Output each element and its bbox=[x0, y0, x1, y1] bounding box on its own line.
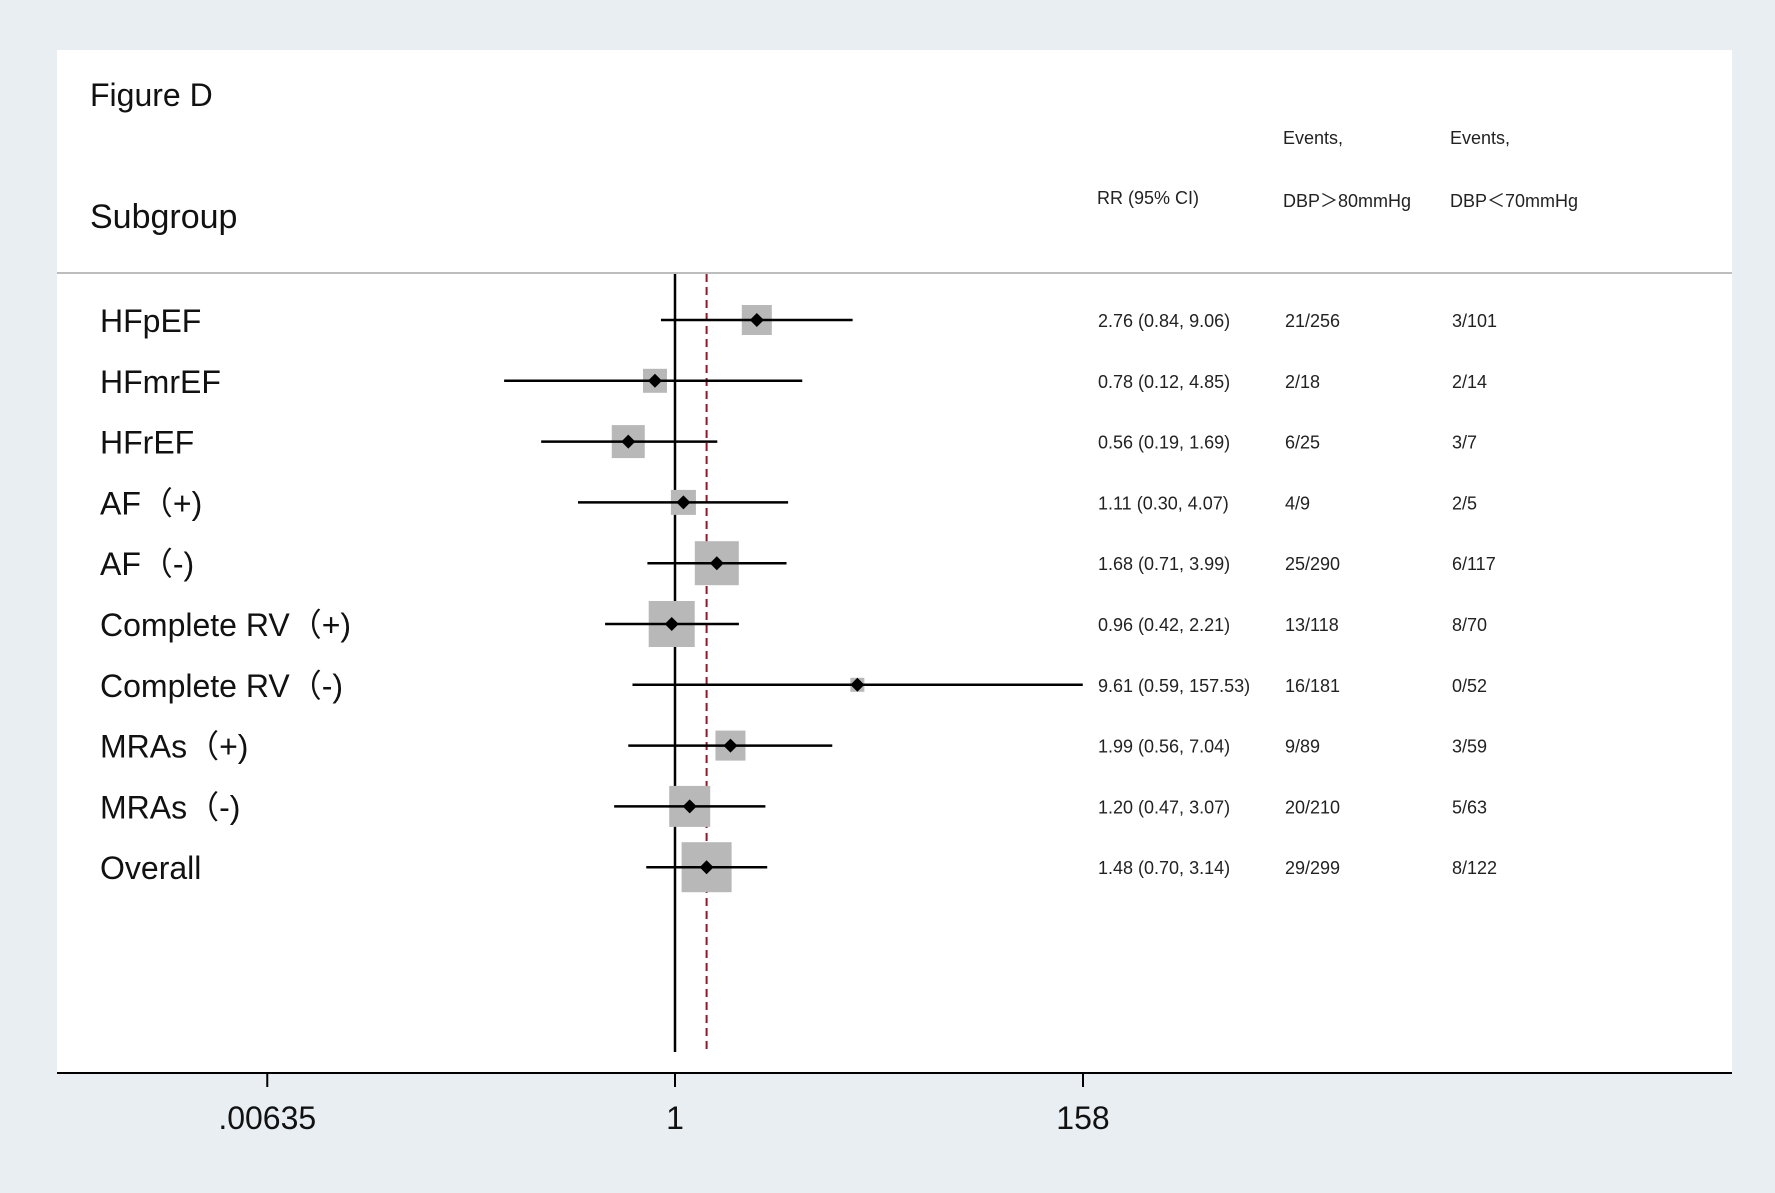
events-low-text: 2/5 bbox=[1452, 493, 1477, 513]
events-high-text: 29/299 bbox=[1285, 858, 1340, 878]
events-low-text: 5/63 bbox=[1452, 797, 1487, 817]
forest-row: MRAs（-) 1.20 (0.47, 3.07) 20/210 5/63 bbox=[100, 785, 1487, 827]
row-label: HFrEF bbox=[100, 425, 194, 461]
events-low-text: 2/14 bbox=[1452, 372, 1487, 392]
rr-ci-text: 1.48 (0.70, 3.14) bbox=[1098, 858, 1230, 878]
rr-ci-text: 0.56 (0.19, 1.69) bbox=[1098, 433, 1230, 453]
events-high-header-line2: DBP＞80mmHg bbox=[1283, 191, 1411, 211]
events-low-text: 6/117 bbox=[1452, 554, 1496, 574]
point-estimate-marker bbox=[664, 617, 679, 631]
rr-ci-text: 2.76 (0.84, 9.06) bbox=[1098, 311, 1230, 331]
row-label: MRAs（-) bbox=[100, 789, 240, 825]
events-low-text: 8/122 bbox=[1452, 858, 1497, 878]
row-label: MRAs（+) bbox=[100, 729, 248, 765]
events-low-text: 3/7 bbox=[1452, 433, 1477, 453]
events-high-text: 4/9 bbox=[1285, 493, 1310, 513]
events-high-text: 13/118 bbox=[1285, 615, 1339, 635]
events-high-text: 21/256 bbox=[1285, 311, 1340, 331]
rr-header: RR (95% CI) bbox=[1097, 188, 1199, 208]
forest-row: HFmrEF 0.78 (0.12, 4.85) 2/18 2/14 bbox=[100, 364, 1487, 400]
row-label: HFmrEF bbox=[100, 364, 221, 400]
events-high-text: 20/210 bbox=[1285, 797, 1340, 817]
x-tick-label: .00635 bbox=[218, 1100, 316, 1136]
point-estimate-marker bbox=[699, 860, 714, 875]
forest-row: HFrEF 0.56 (0.19, 1.69) 6/25 3/7 bbox=[100, 425, 1477, 461]
events-high-text: 2/18 bbox=[1285, 372, 1320, 392]
events-low-text: 0/52 bbox=[1452, 676, 1487, 696]
forest-row: MRAs（+) 1.99 (0.56, 7.04) 9/89 3/59 bbox=[100, 729, 1487, 765]
events-high-text: 6/25 bbox=[1285, 433, 1320, 453]
forest-rows: HFpEF 2.76 (0.84, 9.06) 21/256 3/101 HFmrEF 0… bbox=[100, 303, 1497, 893]
row-label: AF（-) bbox=[100, 546, 194, 582]
plot-panel bbox=[57, 50, 1732, 1074]
point-estimate-marker bbox=[723, 738, 738, 753]
forest-row: AF（-) 1.68 (0.71, 3.99) 25/290 6/117 bbox=[100, 541, 1496, 586]
rr-ci-text: 1.99 (0.56, 7.04) bbox=[1098, 737, 1230, 757]
forest-row: Complete RV（+) 0.96 (0.42, 2.21) 13/118 8/7… bbox=[100, 601, 1487, 647]
x-tick-label: 1 bbox=[666, 1100, 684, 1136]
events-low-text: 3/59 bbox=[1452, 737, 1487, 757]
rr-ci-text: 1.68 (0.71, 3.99) bbox=[1098, 554, 1230, 574]
x-axis-ticks: .00635 1 158 bbox=[218, 1073, 1110, 1136]
x-tick-label: 158 bbox=[1056, 1100, 1109, 1136]
events-low-text: 8/70 bbox=[1452, 615, 1487, 635]
row-label: HFpEF bbox=[100, 303, 201, 339]
row-label: Overall bbox=[100, 850, 201, 886]
row-label: Complete RV（-) bbox=[100, 668, 343, 704]
events-high-text: 16/181 bbox=[1285, 676, 1340, 696]
point-estimate-marker bbox=[621, 434, 636, 449]
forest-row: HFpEF 2.76 (0.84, 9.06) 21/256 3/101 bbox=[100, 303, 1497, 339]
rr-ci-text: 9.61 (0.59, 157.53) bbox=[1098, 676, 1250, 696]
forest-row: Overall 1.48 (0.70, 3.14) 29/299 8/122 bbox=[100, 842, 1497, 893]
figure-label: Figure D bbox=[90, 77, 213, 113]
forest-row: Complete RV（-) 9.61 (0.59, 157.53) 16/181 0… bbox=[100, 668, 1487, 704]
events-high-text: 9/89 bbox=[1285, 737, 1320, 757]
rr-ci-text: 1.20 (0.47, 3.07) bbox=[1098, 797, 1230, 817]
point-estimate-marker bbox=[682, 799, 697, 814]
rr-ci-text: 0.78 (0.12, 4.85) bbox=[1098, 372, 1230, 392]
subgroup-header: Subgroup bbox=[90, 198, 237, 236]
row-label: Complete RV（+) bbox=[100, 607, 351, 643]
events-high-text: 25/290 bbox=[1285, 554, 1340, 574]
rr-ci-text: 1.11 (0.30, 4.07) bbox=[1098, 493, 1229, 513]
point-estimate-marker bbox=[676, 495, 691, 510]
events-low-header-line1: Events, bbox=[1450, 128, 1510, 148]
forest-row: AF（+) 1.11 (0.30, 4.07) 4/9 2/5 bbox=[100, 485, 1477, 521]
point-estimate-marker bbox=[709, 556, 724, 571]
events-low-header-line2: DBP＜70mmHg bbox=[1450, 191, 1578, 211]
point-estimate-marker bbox=[749, 313, 764, 327]
events-low-text: 3/101 bbox=[1452, 311, 1497, 331]
point-estimate-marker bbox=[850, 677, 865, 692]
events-high-header-line1: Events, bbox=[1283, 128, 1343, 148]
row-label: AF（+) bbox=[100, 485, 202, 521]
rr-ci-text: 0.96 (0.42, 2.21) bbox=[1098, 615, 1230, 635]
point-estimate-marker bbox=[647, 373, 662, 388]
